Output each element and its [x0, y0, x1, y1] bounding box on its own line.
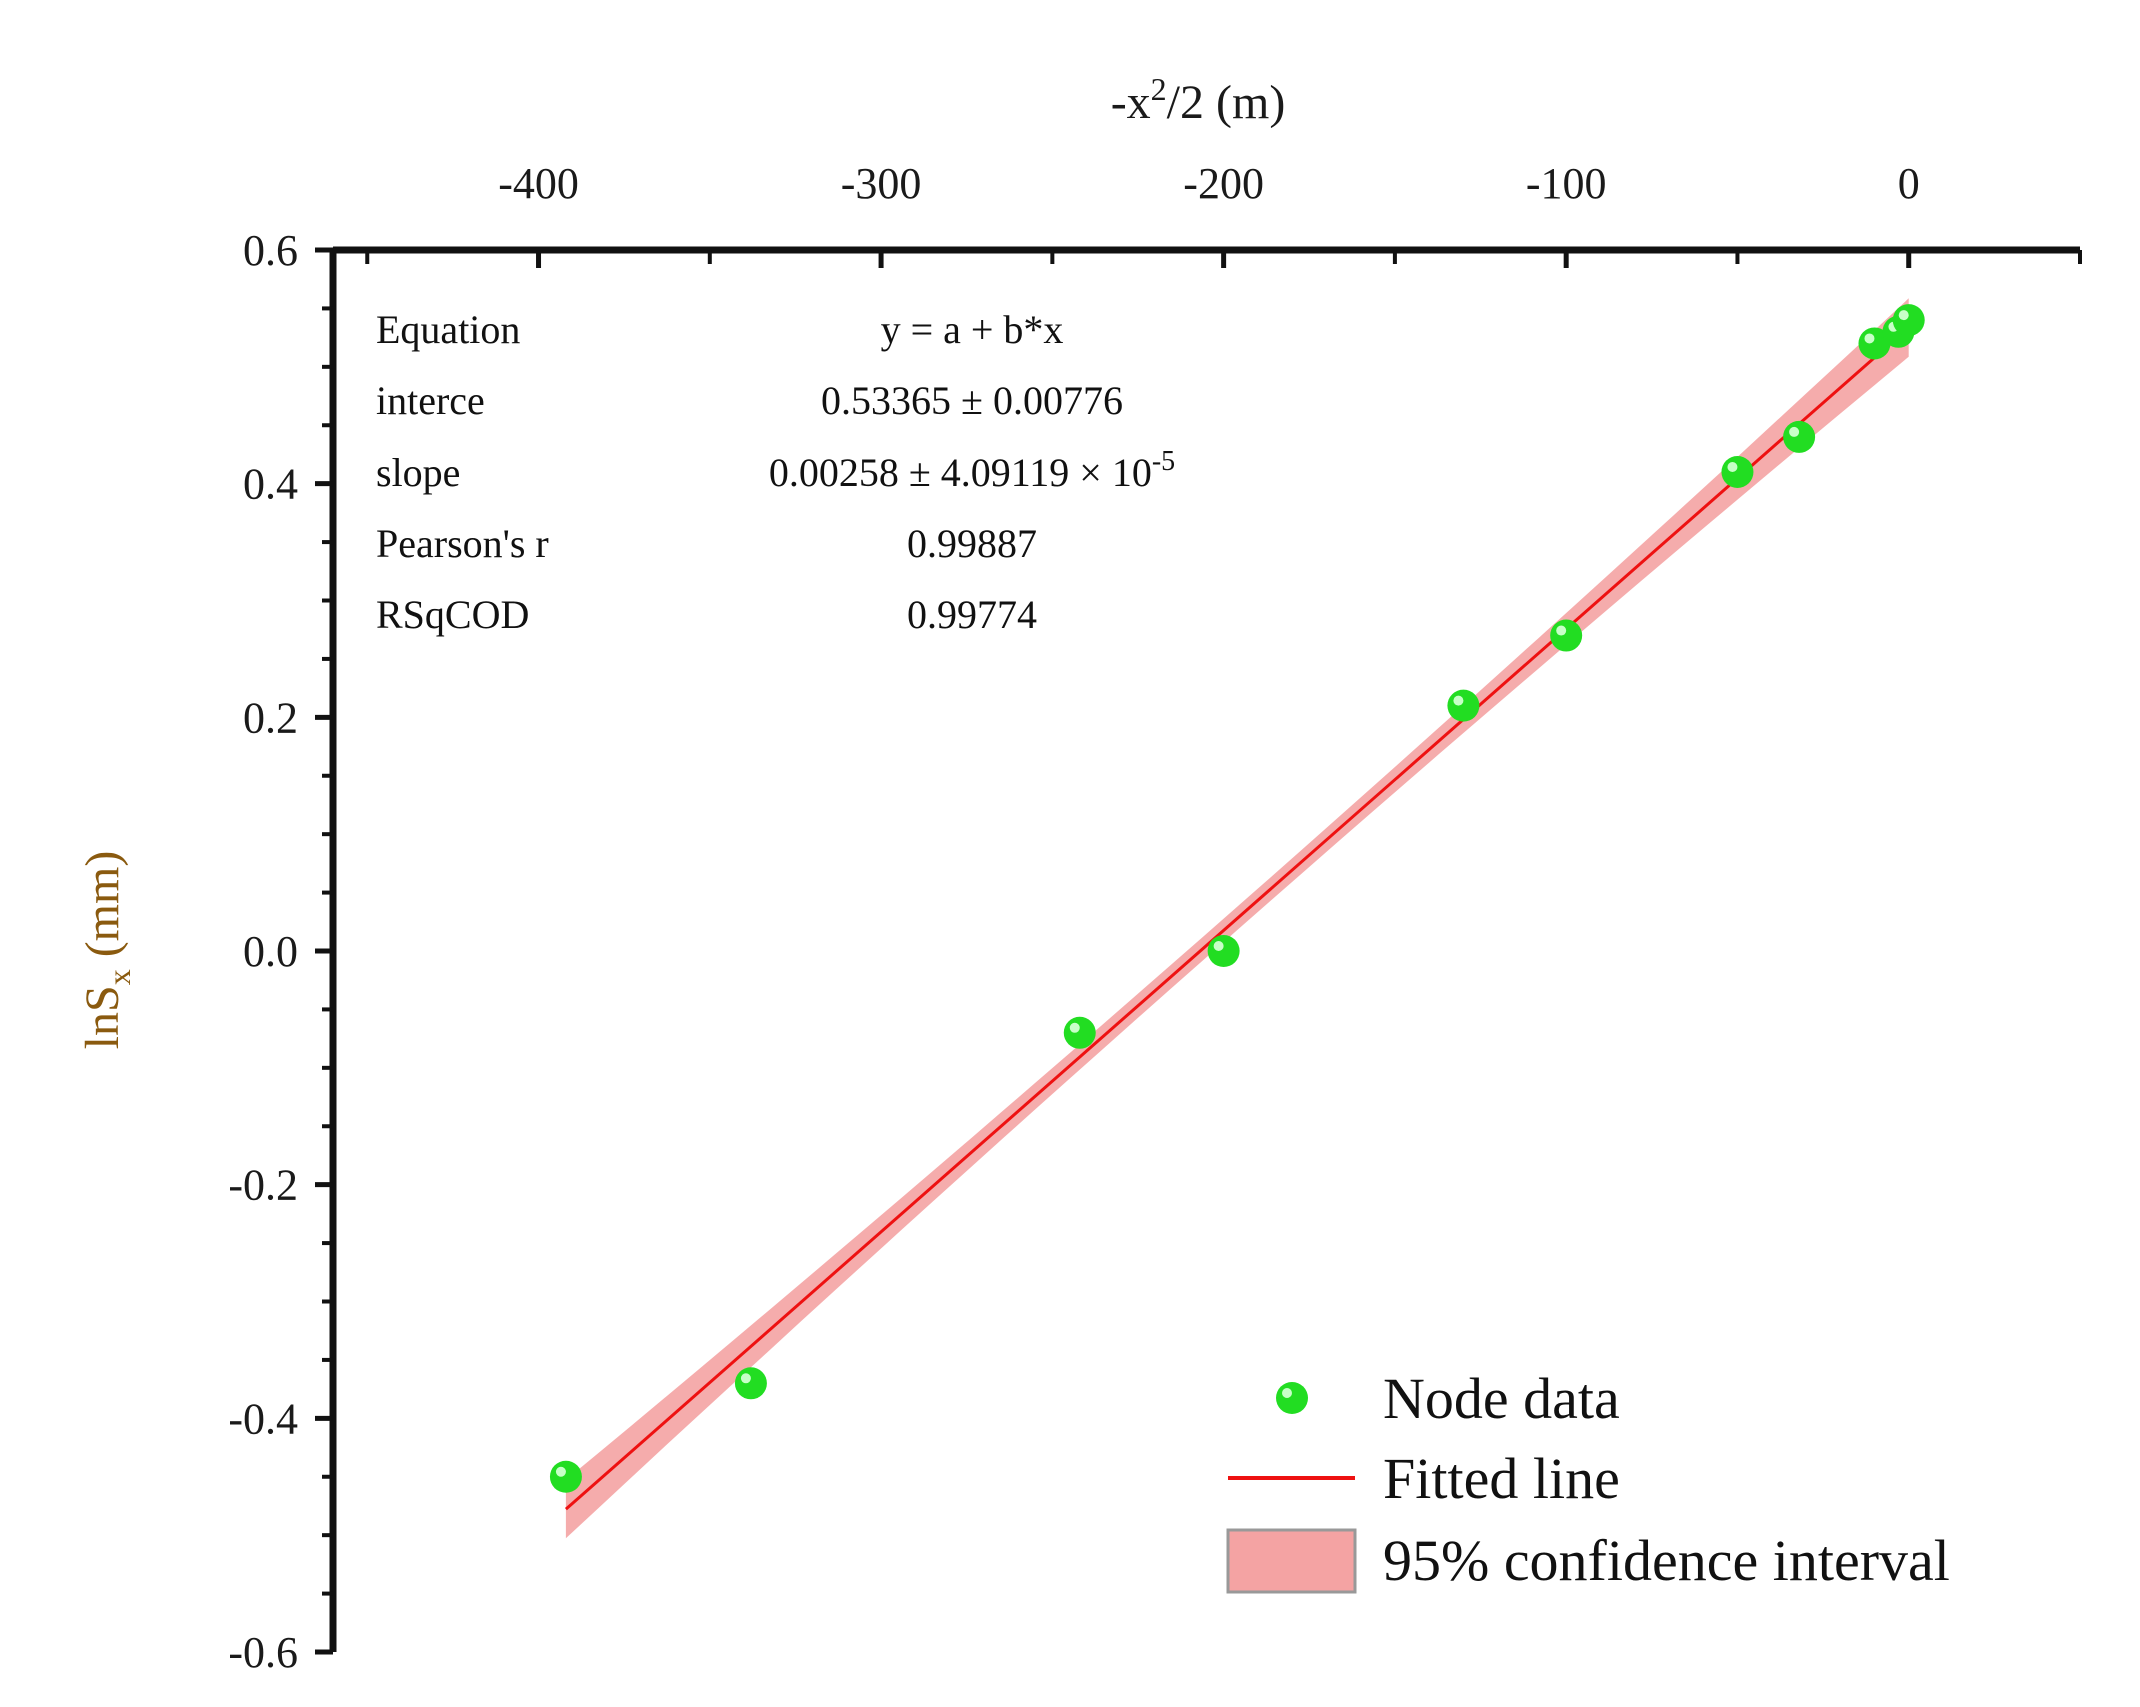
legend: Node data Fitted line 95% confidence int… — [1226, 1366, 1950, 1594]
fit-statistics-table: Equation y = a + b*x interce 0.53365 ± 0… — [376, 307, 1175, 637]
y-axis-title: lnSx (mm) — [76, 851, 137, 1050]
data-point — [549, 1460, 582, 1493]
stats-label-equation: Equation — [376, 307, 520, 352]
fitted-line — [564, 326, 1910, 1511]
data-point — [734, 1367, 767, 1400]
legend-fitted-line-label: Fitted line — [1383, 1446, 1620, 1511]
stats-value-intercept: 0.53365 ± 0.00776 — [821, 378, 1123, 423]
y-axis-ticks: -0.6 -0.4 -0.2 0.0 0.2 0.4 0.6 — [228, 226, 333, 1677]
data-point — [1207, 935, 1240, 967]
data-point-highlight — [1213, 941, 1224, 951]
y-tick-label: 0.2 — [243, 693, 298, 742]
node-data-points — [549, 304, 1925, 1493]
data-point — [1721, 455, 1754, 488]
legend-node-data-highlight — [1282, 1388, 1292, 1398]
data-point — [1447, 689, 1480, 722]
data-point-highlight — [1727, 461, 1738, 472]
y-tick-label: -0.2 — [228, 1161, 298, 1210]
stats-label-rsqcod: RSqCOD — [376, 592, 529, 637]
data-point — [1783, 420, 1816, 453]
legend-confidence-label: 95% confidence interval — [1383, 1528, 1950, 1593]
stats-value-slope: 0.00258 ± 4.09119 × 10-5 — [769, 446, 1175, 495]
data-point-highlight — [1453, 695, 1464, 706]
stats-label-intercept: interce — [376, 378, 485, 423]
data-point — [1550, 619, 1583, 652]
data-point — [1892, 304, 1925, 337]
x-tick-label: -400 — [498, 159, 579, 208]
data-point-highlight — [1556, 625, 1567, 636]
stats-label-pearson: Pearson's r — [376, 521, 549, 566]
y-tick-label: 0.4 — [243, 460, 298, 509]
data-point-highlight — [555, 1466, 566, 1477]
data-point-highlight — [1069, 1022, 1080, 1033]
x-tick-label: 0 — [1898, 159, 1920, 208]
y-tick-label: -0.6 — [228, 1628, 298, 1677]
data-point — [1063, 1016, 1096, 1049]
data-point-highlight — [1789, 426, 1800, 437]
stats-value-rsqcod: 0.99774 — [907, 592, 1037, 637]
x-axis-title: -x2/2 (m) — [1111, 71, 1286, 129]
data-point-highlight — [740, 1373, 751, 1384]
data-point-highlight — [1864, 333, 1875, 344]
stats-value-equation: y = a + b*x — [881, 307, 1064, 352]
legend-confidence-swatch — [1226, 1528, 1357, 1594]
legend-node-data-marker — [1276, 1382, 1308, 1414]
fitted-line-layer — [564, 326, 1910, 1511]
y-tick-label: 0.6 — [243, 226, 298, 275]
legend-node-data-label: Node data — [1383, 1366, 1620, 1431]
x-tick-label: -300 — [841, 159, 922, 208]
y-tick-label: -0.4 — [228, 1394, 298, 1443]
stats-value-pearson: 0.99887 — [907, 521, 1037, 566]
x-tick-label: -100 — [1526, 159, 1607, 208]
data-point-highlight — [1898, 310, 1909, 321]
stats-label-slope: slope — [376, 450, 460, 495]
x-axis-ticks: -400 -300 -200 -100 0 — [365, 159, 2082, 268]
x-tick-label: -200 — [1183, 159, 1264, 208]
y-tick-label: 0.0 — [243, 927, 298, 976]
